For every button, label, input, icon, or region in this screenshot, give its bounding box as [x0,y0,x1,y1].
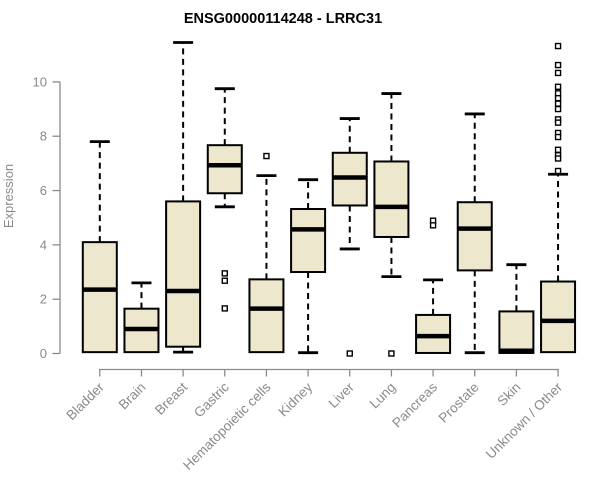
y-tick-label: 2 [40,292,47,307]
x-category-label: Brain [116,380,149,413]
iqr-box [206,144,243,195]
outlier-point [554,94,562,102]
y-axis-label: Expression [1,164,16,228]
outlier-point [554,119,562,126]
outlier-point [554,105,562,113]
box-breast [165,41,202,354]
x-category-label: Breast [152,379,190,417]
outlier-point [221,277,228,284]
box-bladder [81,140,118,354]
x-category-label: Skin [494,380,523,409]
outlier-point [429,222,437,229]
chart-title: ENSG00000114248 - LRRC31 [184,11,382,27]
box-brain [123,281,160,354]
x-category-label: Bladder [63,379,107,423]
y-tick-label: 8 [40,129,47,144]
iqr-box [248,278,285,354]
x-category-label: Kidney [275,379,315,419]
x-category-label: Prostate [436,380,482,426]
outlier-point [388,350,395,357]
box-gastric [206,87,243,312]
iqr-box [290,208,327,274]
box-hematopoietic-cells [248,152,285,354]
outlier-point [554,100,562,107]
box-kidney [290,178,327,355]
box-prostate [456,112,493,355]
outlier-point [554,155,562,162]
iqr-box [373,160,410,238]
x-category-label: Unknown / Other [483,379,566,462]
iqr-box [456,201,493,272]
outlier-point [554,83,562,90]
outlier-point [554,167,562,175]
y-tick-label: 0 [40,346,47,361]
y-tick-label: 6 [40,183,47,198]
iqr-box [540,280,577,354]
x-category-label: Gastric [191,379,232,420]
x-category-label: Pancreas [389,379,440,430]
outlier-point [346,350,353,357]
box-unknown-other [540,42,577,354]
box-liver [331,117,368,357]
outlier-point [554,42,562,50]
boxplot-series [81,41,577,357]
outlier-point [554,146,562,154]
x-category-label: Lung [367,380,399,412]
iqr-box [165,200,202,348]
outlier-point [554,69,562,77]
box-skin [498,263,535,354]
y-tick-label: 10 [33,74,47,89]
y-tick-label: 4 [40,237,47,252]
x-category-label: Liver [326,379,358,411]
outlier-point [221,305,228,312]
iqr-box [81,241,118,354]
outlier-point [554,61,562,69]
iqr-box [498,310,535,354]
outlier-point [554,133,562,141]
outlier-point [221,270,228,277]
box-lung [373,92,410,357]
outlier-point [263,152,270,160]
box-pancreas [415,217,452,354]
